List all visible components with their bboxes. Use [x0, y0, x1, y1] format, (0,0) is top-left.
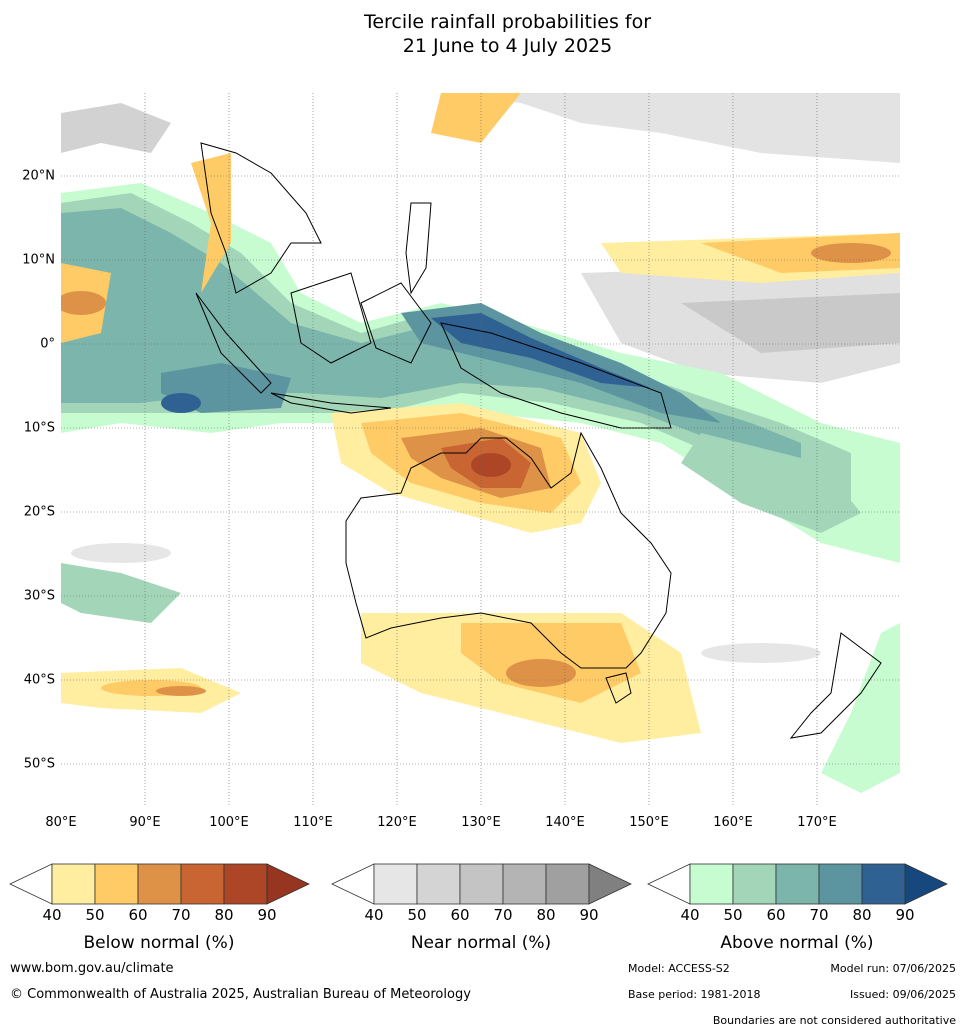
colorbar-tick: 40	[364, 906, 384, 924]
above-60-70-swatch	[775, 863, 820, 905]
lon-label: 140°E	[545, 815, 585, 830]
colorbar-tick: 60	[450, 906, 470, 924]
below-50-60-swatch	[94, 863, 139, 905]
gridlines	[61, 93, 900, 806]
above-80-90-swatch	[861, 863, 906, 905]
website-link[interactable]: www.bom.gov.au/climate	[10, 961, 174, 976]
lat-label: 30°S	[23, 588, 55, 604]
boundaries-disclaimer: Boundaries are not considered authoritat…	[712, 1014, 956, 1027]
lat-label: 0°	[40, 336, 55, 352]
below-normal-colorbar	[9, 863, 310, 905]
lat-label: 20°N	[22, 168, 55, 184]
lon-label: 170°E	[797, 815, 837, 830]
issued-date: Issued: 09/06/2025	[849, 988, 956, 1001]
colorbar-tick: 70	[493, 906, 513, 924]
near-50-60-swatch	[416, 863, 461, 905]
colorbar-tick: 80	[214, 906, 234, 924]
near-normal-areas	[61, 93, 900, 663]
copyright-notice: © Commonwealth of Australia 2025, Austra…	[10, 987, 471, 1002]
lon-label: 150°E	[629, 815, 669, 830]
above-50-60-swatch	[732, 863, 777, 905]
below-80-90-swatch	[223, 863, 268, 905]
lon-label: 100°E	[209, 815, 249, 830]
lat-label: 10°N	[22, 252, 55, 268]
map-title: Tercile rainfall probabilities for 21 Ju…	[0, 10, 965, 58]
lon-label: 120°E	[377, 815, 417, 830]
colorbar-tick: 90	[895, 906, 915, 924]
lon-label: 130°E	[461, 815, 501, 830]
colorbar-tick: 50	[723, 906, 743, 924]
lat-label: 10°S	[23, 420, 55, 436]
colorbar-tick: 80	[852, 906, 872, 924]
below-normal-areas	[61, 93, 900, 743]
colorbar-tick: 90	[579, 906, 599, 924]
colorbar-tick: 90	[257, 906, 277, 924]
map-canvas	[61, 93, 900, 806]
lon-label: 110°E	[293, 815, 333, 830]
below-70-80-swatch	[180, 863, 225, 905]
lon-label: 90°E	[129, 815, 161, 830]
colorbar-tick: 50	[85, 906, 105, 924]
near-normal-colorbar	[331, 863, 632, 905]
lon-label: 160°E	[713, 815, 753, 830]
below-40-50-swatch	[51, 863, 96, 905]
lat-label: 40°S	[23, 672, 55, 688]
above-normal-areas	[61, 183, 900, 793]
above-normal-colorbar	[647, 863, 948, 905]
base-period: Base period: 1981-2018	[628, 988, 761, 1001]
colorbar-tick: 70	[171, 906, 191, 924]
near-70-80-swatch	[502, 863, 547, 905]
lat-label: 20°S	[23, 504, 55, 520]
colorbar-tick: 40	[680, 906, 700, 924]
above-70-80-swatch	[818, 863, 863, 905]
colorbar-tick: 40	[42, 906, 62, 924]
lon-label: 80°E	[45, 815, 77, 830]
title-line-2: 21 June to 4 July 2025	[402, 35, 613, 57]
above-40-50-swatch	[689, 863, 734, 905]
near-60-70-swatch	[459, 863, 504, 905]
above-normal-title: Above normal (%)	[720, 933, 874, 953]
near-80-90-swatch	[545, 863, 590, 905]
near-normal-title: Near normal (%)	[410, 933, 552, 953]
colorbar-tick: 60	[766, 906, 786, 924]
lat-label: 50°S	[23, 756, 55, 772]
colorbar-legend	[9, 863, 948, 905]
title-line-1: Tercile rainfall probabilities for	[363, 11, 652, 33]
colorbar-tick: 50	[407, 906, 427, 924]
near-40-50-swatch	[373, 863, 418, 905]
model-run-date: Model run: 07/06/2025	[830, 962, 956, 975]
colorbar-tick: 70	[809, 906, 829, 924]
model-name: Model: ACCESS-S2	[628, 962, 730, 975]
colorbar-tick: 60	[128, 906, 148, 924]
probability-map	[61, 93, 900, 806]
below-normal-title: Below normal (%)	[83, 933, 235, 953]
below-60-70-swatch	[137, 863, 182, 905]
colorbar-tick: 80	[536, 906, 556, 924]
